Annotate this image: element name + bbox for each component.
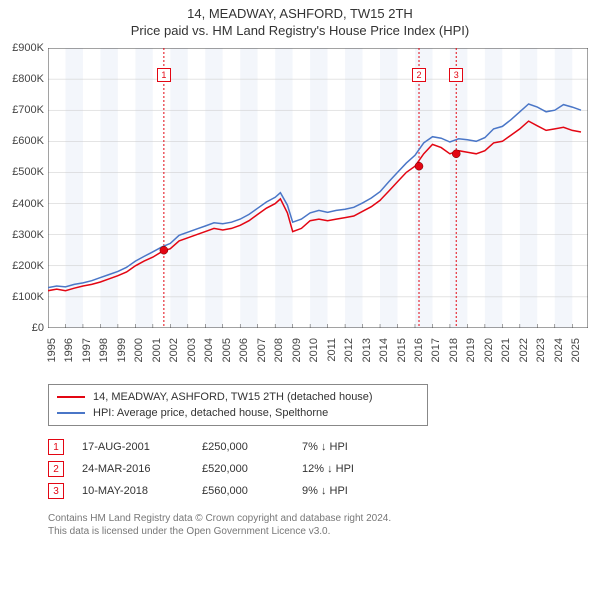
marker-price: £560,000	[202, 485, 302, 497]
y-tick-label: £300K	[12, 229, 44, 241]
y-tick-label: £200K	[12, 260, 44, 272]
marker-date: 24-MAR-2016	[82, 463, 202, 475]
x-tick-label: 2015	[396, 338, 408, 362]
x-tick-label: 2023	[535, 338, 547, 362]
chart-marker-box: 2	[412, 68, 426, 82]
x-tick-label: 2002	[168, 338, 180, 362]
x-tick-label: 2021	[500, 338, 512, 362]
x-tick-label: 2020	[483, 338, 495, 362]
y-tick-label: £100K	[12, 291, 44, 303]
footer: Contains HM Land Registry data © Crown c…	[48, 512, 600, 538]
x-tick-label: 2024	[553, 338, 565, 362]
x-tick-label: 2007	[256, 338, 268, 362]
x-tick-label: 2008	[273, 338, 285, 362]
x-tick-label: 1997	[81, 338, 93, 362]
x-tick-label: 2018	[448, 338, 460, 362]
y-tick-label: £700K	[12, 104, 44, 116]
x-tick-label: 2019	[465, 338, 477, 362]
marker-diff: 9% ↓ HPI	[302, 485, 422, 497]
chart-svg	[48, 48, 588, 328]
marker-number-box: 1	[48, 439, 64, 455]
x-tick-label: 1996	[63, 338, 75, 362]
x-tick-label: 2011	[326, 338, 338, 362]
x-tick-label: 2005	[221, 338, 233, 362]
marker-date: 17-AUG-2001	[82, 441, 202, 453]
marker-diff: 12% ↓ HPI	[302, 463, 422, 475]
y-tick-label: £600K	[12, 135, 44, 147]
footer-line1: Contains HM Land Registry data © Crown c…	[48, 512, 600, 525]
footer-line2: This data is licensed under the Open Gov…	[48, 525, 600, 538]
y-axis: £0£100K£200K£300K£400K£500K£600K£700K£80…	[0, 48, 46, 328]
x-tick-label: 2001	[151, 338, 163, 362]
x-tick-label: 2003	[186, 338, 198, 362]
x-tick-label: 2000	[133, 338, 145, 362]
y-tick-label: £400K	[12, 198, 44, 210]
legend-label: HPI: Average price, detached house, Spel…	[93, 407, 328, 419]
x-tick-label: 2004	[203, 338, 215, 362]
legend: 14, MEADWAY, ASHFORD, TW15 2TH (detached…	[48, 384, 428, 426]
y-tick-label: £900K	[12, 42, 44, 54]
marker-row: 3 10-MAY-2018£560,0009% ↓ HPI	[48, 480, 600, 502]
y-tick-label: £800K	[12, 73, 44, 85]
x-tick-label: 2013	[361, 338, 373, 362]
chart-marker-box: 1	[157, 68, 171, 82]
marker-row: 2 24-MAR-2016£520,00012% ↓ HPI	[48, 458, 600, 480]
marker-diff: 7% ↓ HPI	[302, 441, 422, 453]
chart-marker-box: 3	[449, 68, 463, 82]
x-tick-label: 2014	[378, 338, 390, 362]
marker-price: £250,000	[202, 441, 302, 453]
y-tick-label: £0	[32, 322, 44, 334]
x-tick-label: 2016	[413, 338, 425, 362]
x-tick-label: 1995	[46, 338, 58, 362]
x-axis: 1995 1996 1997 1998 1999 2000 2001 2002 2003 2004…	[48, 328, 588, 374]
legend-swatch	[57, 396, 85, 398]
x-tick-label: 2012	[343, 338, 355, 362]
title-line1: 14, MEADWAY, ASHFORD, TW15 2TH	[0, 6, 600, 21]
x-tick-label: 2022	[518, 338, 530, 362]
marker-price: £520,000	[202, 463, 302, 475]
marker-table: 1 17-AUG-2001£250,0007% ↓ HPI 2 24-MAR-2016…	[48, 436, 600, 502]
marker-number-box: 3	[48, 483, 64, 499]
x-tick-label: 2017	[430, 338, 442, 362]
title-line2: Price paid vs. HM Land Registry's House …	[0, 23, 600, 38]
x-tick-label: 1998	[98, 338, 110, 362]
legend-row: 14, MEADWAY, ASHFORD, TW15 2TH (detached…	[57, 389, 419, 405]
legend-label: 14, MEADWAY, ASHFORD, TW15 2TH (detached…	[93, 391, 373, 403]
x-tick-label: 2006	[238, 338, 250, 362]
marker-date: 10-MAY-2018	[82, 485, 202, 497]
legend-row: HPI: Average price, detached house, Spel…	[57, 405, 419, 421]
x-tick-label: 2010	[308, 338, 320, 362]
legend-swatch	[57, 412, 85, 414]
x-tick-label: 1999	[116, 338, 128, 362]
chart-area: £0£100K£200K£300K£400K£500K£600K£700K£80…	[48, 48, 588, 328]
marker-row: 1 17-AUG-2001£250,0007% ↓ HPI	[48, 436, 600, 458]
x-tick-label: 2009	[291, 338, 303, 362]
x-tick-label: 2025	[570, 338, 582, 362]
marker-number-box: 2	[48, 461, 64, 477]
chart-container: 14, MEADWAY, ASHFORD, TW15 2TH Price pai…	[0, 6, 600, 596]
y-tick-label: £500K	[12, 166, 44, 178]
